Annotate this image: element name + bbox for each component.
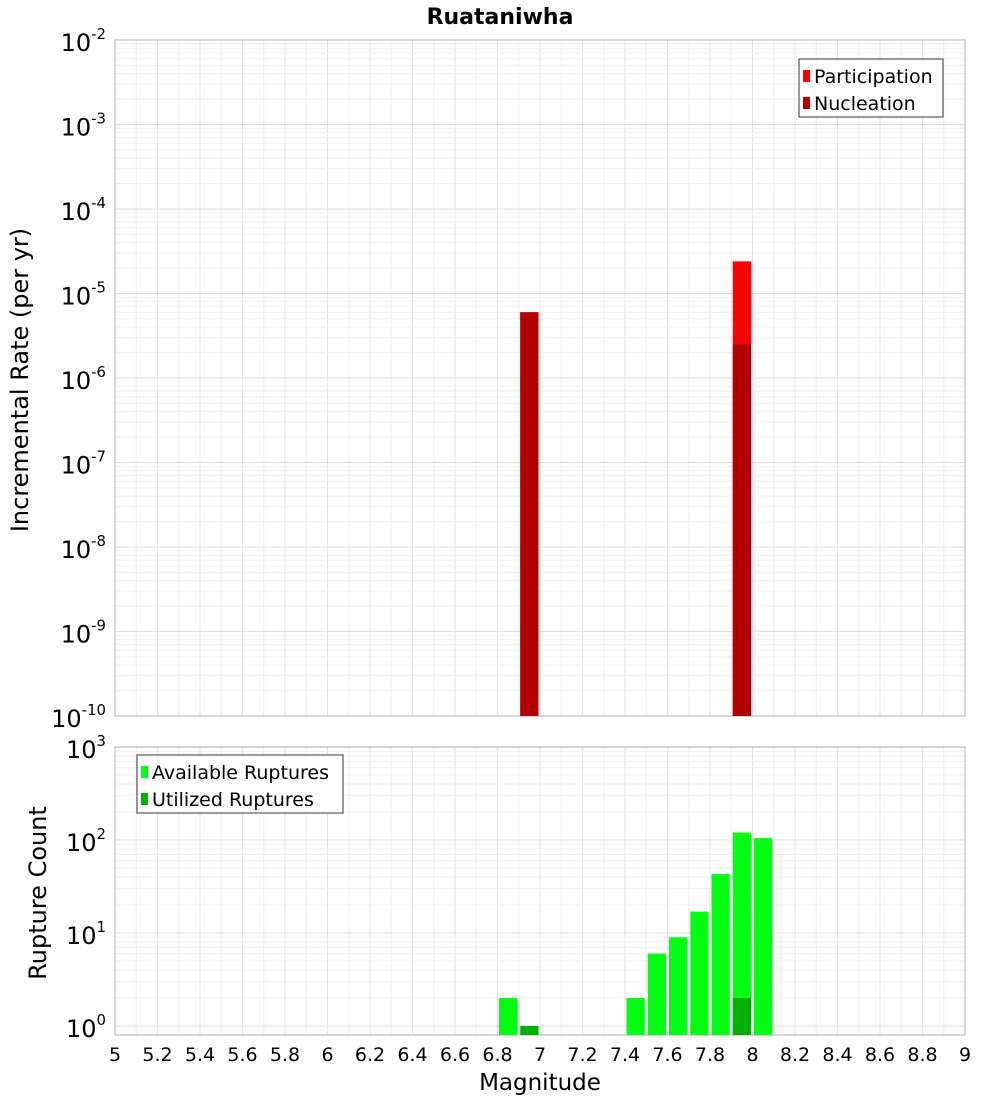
bottom-panel-bar-0 bbox=[732, 832, 751, 1035]
top-panel-plot-border bbox=[114, 39, 966, 717]
bottom-panel-bar-0 bbox=[669, 937, 688, 1035]
bottom-panel-bar-0 bbox=[754, 838, 773, 1035]
x-tick-label: 5.8 bbox=[270, 1044, 300, 1066]
legend-box bbox=[798, 58, 944, 118]
legend-swatch bbox=[803, 97, 810, 109]
x-tick-label: 5 bbox=[109, 1044, 121, 1066]
x-tick-label: 8.2 bbox=[780, 1044, 810, 1066]
y-tick-label: 10-4 bbox=[61, 194, 106, 226]
y-tick-exponent: -4 bbox=[91, 194, 106, 212]
y-tick-exponent: 3 bbox=[97, 732, 106, 750]
y-tick-label: 10-9 bbox=[61, 617, 106, 649]
x-tick-label: 5.6 bbox=[227, 1044, 257, 1066]
legend-label: Available Ruptures bbox=[152, 762, 329, 784]
x-tick-label: 5.4 bbox=[185, 1044, 215, 1066]
x-tick-label: 6 bbox=[321, 1044, 333, 1066]
y-tick-base: 10 bbox=[66, 736, 97, 764]
bottom-panel-bar-0 bbox=[499, 997, 518, 1035]
x-tick-label: 8.6 bbox=[865, 1044, 895, 1066]
y-tick-exponent: 0 bbox=[97, 1011, 106, 1029]
y-tick-label: 10-2 bbox=[61, 25, 106, 57]
top-panel-grid bbox=[114, 39, 966, 717]
y-tick-exponent: -5 bbox=[91, 279, 106, 297]
top-panel-bar-1 bbox=[732, 344, 751, 716]
y-tick-label: 10-6 bbox=[61, 363, 106, 395]
x-tick-label: 8.8 bbox=[907, 1044, 937, 1066]
y-tick-label: 10-5 bbox=[61, 279, 106, 311]
y-tick-base: 10 bbox=[61, 283, 92, 311]
bottom-panel-bar-0 bbox=[690, 911, 709, 1035]
x-tick-label: 8.4 bbox=[822, 1044, 852, 1066]
y-tick-base: 10 bbox=[61, 367, 92, 395]
x-tick-label: 7.4 bbox=[610, 1044, 640, 1066]
bottom-panel-plot-border bbox=[114, 746, 966, 1036]
y-tick-exponent: -3 bbox=[91, 110, 106, 128]
x-tick-label: 6.6 bbox=[440, 1044, 470, 1066]
x-tick-label: 7 bbox=[534, 1044, 546, 1066]
y-tick-label: 100 bbox=[66, 1011, 106, 1043]
x-tick-label: 6.8 bbox=[482, 1044, 512, 1066]
x-axis-label: Magnitude bbox=[479, 1070, 601, 1096]
bottom-panel-bar-1 bbox=[520, 1025, 539, 1035]
legend-label: Utilized Ruptures bbox=[152, 789, 314, 811]
bottom-panel-bar-0 bbox=[711, 874, 730, 1035]
y-tick-label: 10-10 bbox=[51, 701, 106, 733]
bottom-panel-bars bbox=[499, 832, 773, 1035]
y-tick-exponent: -6 bbox=[91, 363, 106, 381]
legend-swatch bbox=[141, 793, 148, 805]
y-tick-exponent: -2 bbox=[91, 25, 106, 43]
legend-label: Participation bbox=[814, 66, 933, 88]
y-tick-base: 10 bbox=[51, 705, 82, 733]
y-tick-base: 10 bbox=[61, 114, 92, 142]
top-panel-bar-1 bbox=[520, 312, 539, 716]
y-tick-base: 10 bbox=[61, 29, 92, 57]
y-tick-exponent: 2 bbox=[97, 825, 106, 843]
y-tick-exponent: -8 bbox=[91, 532, 106, 550]
legend-label: Nucleation bbox=[814, 93, 916, 115]
y-tick-exponent: -10 bbox=[82, 701, 106, 719]
y-tick-base: 10 bbox=[61, 452, 92, 480]
y-tick-label: 10-8 bbox=[61, 532, 106, 564]
x-tick-label: 7.8 bbox=[695, 1044, 725, 1066]
y-tick-exponent: -7 bbox=[91, 448, 106, 466]
y-tick-label: 101 bbox=[66, 918, 106, 950]
chart-title: Ruataniwha bbox=[427, 5, 574, 30]
bottom-panel-legend: Available Ruptures Utilized Ruptures bbox=[136, 754, 344, 814]
legend-box bbox=[136, 754, 344, 814]
top-panel-bars bbox=[520, 261, 751, 716]
y-tick-label: 103 bbox=[66, 732, 106, 764]
x-tick-label: 8 bbox=[746, 1044, 758, 1066]
y-tick-exponent: -9 bbox=[91, 617, 106, 635]
bottom-panel-bar-0 bbox=[647, 953, 666, 1035]
x-tick-label: 6.4 bbox=[397, 1044, 427, 1066]
y-tick-base: 10 bbox=[66, 829, 97, 857]
x-tick-label: 9 bbox=[959, 1044, 971, 1066]
bottom-y-axis-label: Rupture Count bbox=[24, 806, 52, 980]
y-tick-base: 10 bbox=[66, 1015, 97, 1043]
y-tick-label: 102 bbox=[66, 825, 106, 857]
y-tick-base: 10 bbox=[61, 198, 92, 226]
y-tick-label: 10-7 bbox=[61, 448, 106, 480]
y-tick-label: 10-3 bbox=[61, 110, 106, 142]
bottom-panel-bar-1 bbox=[732, 997, 751, 1035]
x-tick-label: 6.2 bbox=[355, 1044, 385, 1066]
legend-swatch bbox=[141, 766, 148, 778]
bottom-panel-bar-0 bbox=[626, 997, 645, 1035]
y-tick-base: 10 bbox=[66, 922, 97, 950]
y-tick-base: 10 bbox=[61, 536, 92, 564]
top-panel-legend: Participation Nucleation bbox=[798, 58, 944, 118]
x-tick-label: 5.2 bbox=[142, 1044, 172, 1066]
top-y-axis-label: Incremental Rate (per yr) bbox=[6, 228, 34, 532]
y-tick-exponent: 1 bbox=[97, 918, 106, 936]
x-tick-label: 7.2 bbox=[567, 1044, 597, 1066]
legend-swatch bbox=[803, 70, 810, 82]
y-tick-base: 10 bbox=[61, 621, 92, 649]
x-tick-label: 7.6 bbox=[652, 1044, 682, 1066]
